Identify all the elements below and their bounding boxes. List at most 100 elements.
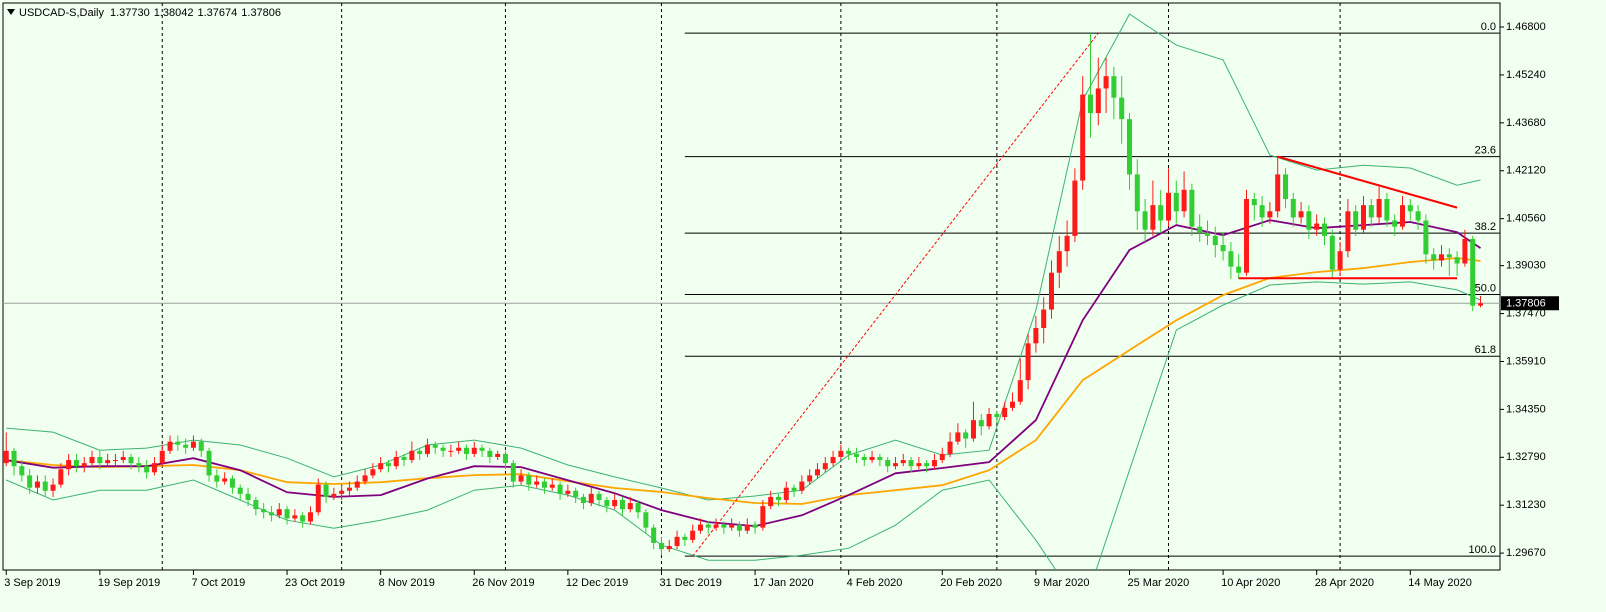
candle-body [331, 493, 337, 497]
candle-body [1282, 174, 1288, 200]
candle-body [658, 542, 664, 550]
candle-body [697, 524, 703, 531]
candle-body [97, 456, 103, 464]
candle-body [1095, 88, 1101, 114]
title-price: 1.37730 [110, 7, 150, 19]
candle-body [120, 456, 126, 461]
candle-body [1056, 251, 1062, 273]
candle-body [1048, 272, 1054, 310]
candle-body [284, 509, 290, 519]
candle-body [1189, 189, 1195, 227]
candle-body [853, 453, 859, 457]
plot-area: 0.0 23.6 38.2 50.0 61.8 100.0 [3, 3, 1500, 570]
candle-body [1298, 211, 1304, 218]
candle-body [307, 512, 313, 522]
price-label: 1.37806 [1506, 298, 1546, 310]
candle-body [73, 460, 79, 467]
candle-body [643, 512, 649, 528]
candle-body [1087, 94, 1093, 114]
y-tick-label: 1.32790 [1506, 451, 1546, 463]
candle-body [471, 447, 477, 454]
candle-body [736, 524, 742, 531]
candle-body [799, 481, 805, 491]
candle-body [276, 509, 282, 516]
candle-body [822, 463, 828, 470]
candle-body [370, 469, 376, 476]
candle-body [1275, 174, 1281, 212]
candle-body [1197, 226, 1203, 233]
candle-body [768, 496, 774, 507]
candle-body [947, 441, 953, 454]
candle-body [448, 450, 454, 452]
candle-body [729, 524, 735, 528]
candle-body [198, 441, 204, 451]
candle-body [1438, 254, 1444, 261]
candle-body [1251, 199, 1257, 206]
candle-body [214, 475, 220, 482]
candle-body [1321, 223, 1327, 236]
candle-body [105, 460, 111, 464]
candle-body [526, 475, 532, 485]
y-tick-label: 1.35910 [1506, 355, 1546, 367]
candle-body [666, 546, 672, 550]
candle-body [128, 456, 134, 464]
candle-body [1243, 199, 1249, 273]
candle-body [557, 484, 563, 494]
candle-body [190, 441, 196, 448]
candle-body [744, 524, 750, 531]
y-tick-label: 1.34350 [1506, 403, 1546, 415]
candle-body [1407, 205, 1413, 212]
x-tick-label: 9 Mar 2020 [1034, 577, 1090, 589]
candle-body [1204, 232, 1210, 236]
candle-body [604, 499, 610, 507]
candle-body [1368, 205, 1374, 218]
candle-body [1228, 251, 1234, 267]
y-tick-label: 1.42120 [1506, 165, 1546, 177]
menu-triangle [7, 9, 15, 15]
candle-body [549, 484, 555, 488]
fibo-label: 50.0 [1475, 282, 1496, 294]
y-tick-label: 1.43680 [1506, 117, 1546, 129]
candle-body [1080, 94, 1086, 181]
title-price: 1.37674 [198, 7, 238, 19]
candle-body [1220, 245, 1226, 252]
candle-body [1111, 76, 1117, 98]
candle-body [58, 469, 64, 485]
candle-body [908, 460, 914, 467]
candle-body [167, 441, 173, 451]
candle-body [1462, 238, 1468, 264]
candle-body [877, 456, 883, 461]
candle-body [861, 456, 867, 461]
candle-body [1002, 407, 1008, 418]
candle-body [760, 506, 766, 528]
candle-body [955, 432, 961, 442]
candle-body [3, 450, 9, 464]
candle-body [674, 536, 680, 547]
candle-body [721, 524, 727, 528]
candle-body [1345, 211, 1351, 252]
candle-body [713, 524, 719, 528]
fibo-label: 61.8 [1475, 344, 1496, 356]
fibo-label: 23.6 [1475, 145, 1496, 157]
candle-body [440, 447, 446, 451]
candle-body [580, 496, 586, 504]
candle-body [1314, 223, 1320, 230]
candle-body [1423, 220, 1429, 255]
candle-body [1259, 205, 1265, 218]
title-price: 1.38042 [154, 7, 194, 19]
candle-body [1376, 199, 1382, 218]
candle-body [151, 463, 157, 473]
candle-body [19, 466, 25, 476]
candle-body [253, 499, 259, 510]
x-tick-label: 17 Jan 2020 [753, 577, 814, 589]
candle-body [1329, 235, 1335, 270]
candle-body [986, 413, 992, 427]
candle-body [1399, 205, 1405, 227]
candle-body [1290, 199, 1296, 218]
candle-body [378, 463, 384, 470]
candle-body [409, 450, 415, 461]
candle-body [1392, 220, 1398, 227]
candle-body [892, 463, 898, 467]
x-tick-label: 8 Nov 2019 [379, 577, 435, 589]
